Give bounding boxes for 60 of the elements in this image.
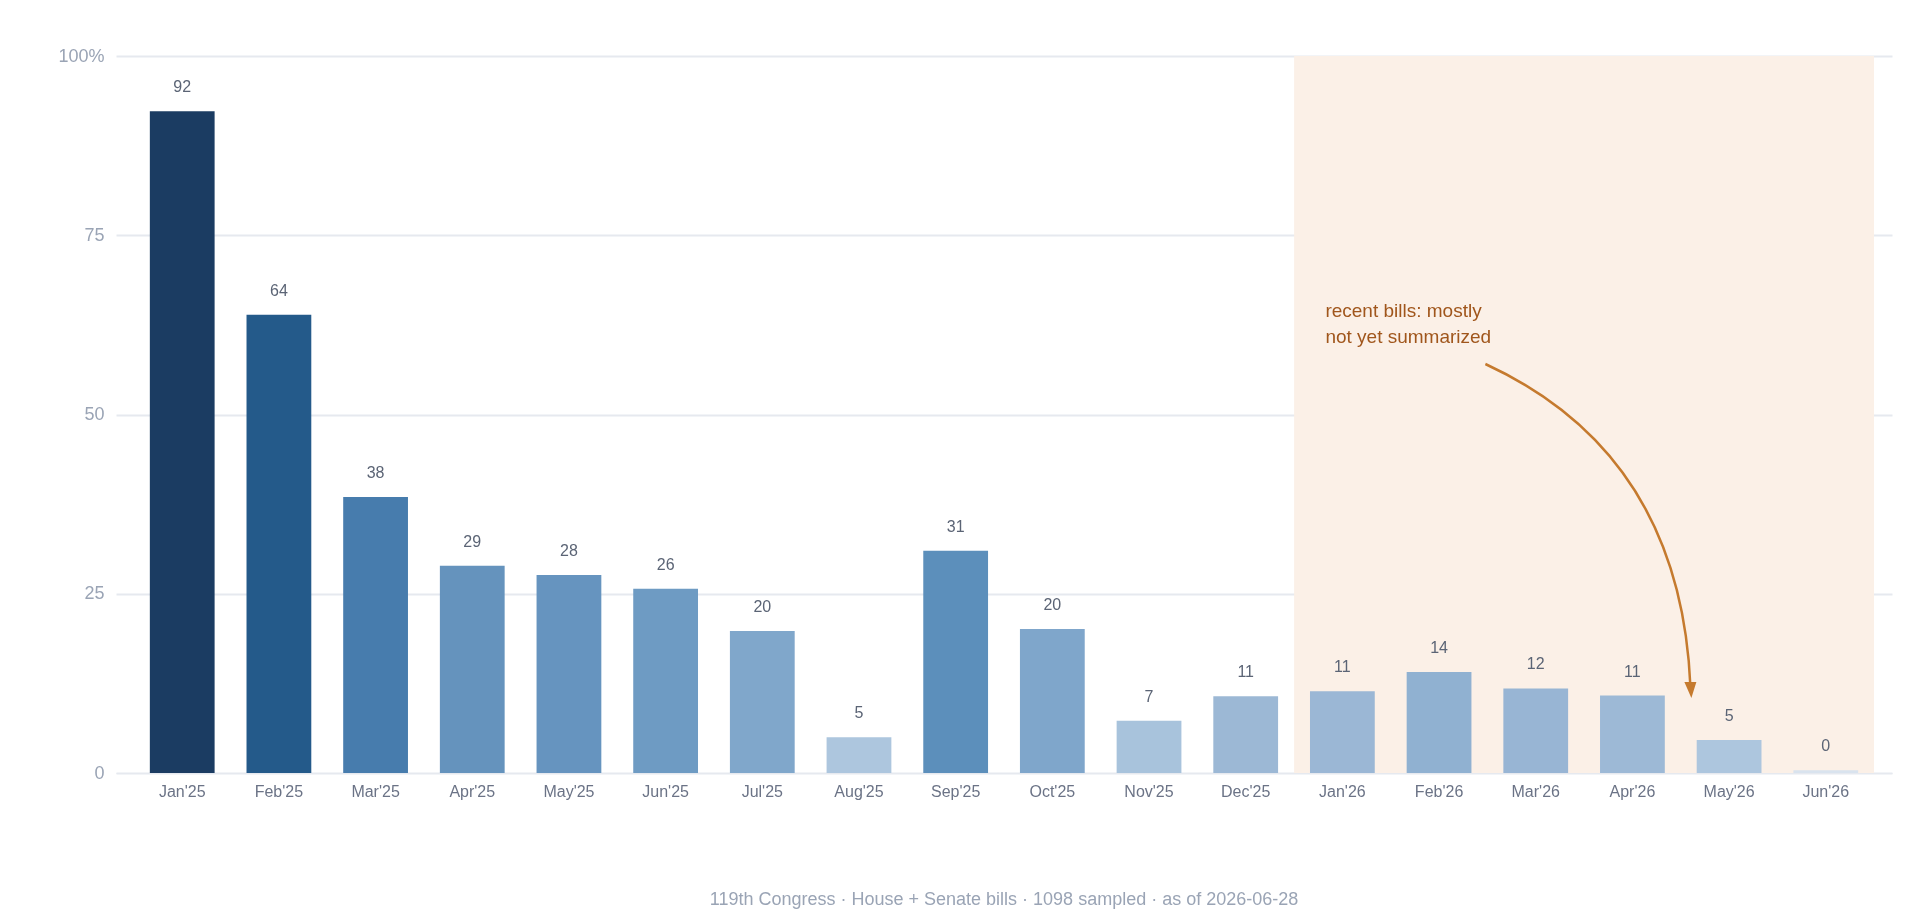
bar	[1309, 691, 1375, 773]
x-tick-label: Jan'25	[158, 782, 206, 800]
data-label: 12	[1526, 655, 1545, 673]
y-tick-label: 75	[84, 224, 105, 245]
bar	[149, 111, 215, 773]
x-tick-label: Jul'25	[741, 782, 784, 800]
y-tick-label: 100%	[58, 45, 105, 66]
bar	[536, 575, 602, 773]
bar	[1406, 671, 1472, 773]
y-tick-label: 0	[94, 762, 105, 783]
y-tick-label: 50	[84, 404, 105, 424]
data-label: 5	[854, 704, 864, 722]
data-label: 11	[1334, 658, 1351, 676]
bar	[246, 314, 312, 773]
text: 119th Congress · House + Senate bills · 1098 sampled · as of 2026-06-28	[709, 889, 1299, 909]
data-label: 20	[753, 598, 772, 616]
x-tick-label: Feb'25	[254, 782, 304, 800]
x-tick-label: Nov'25	[1124, 782, 1174, 800]
data-label: 26	[656, 555, 675, 573]
bar	[826, 737, 892, 773]
data-label: 29	[463, 532, 482, 550]
x-tick-label: Mar'26	[1511, 782, 1561, 800]
data-label: 28	[560, 542, 578, 560]
data-label: 31	[946, 517, 965, 535]
x-tick-label: Aug'25	[834, 782, 884, 800]
x-tick-label: Apr'25	[449, 782, 496, 800]
bar	[343, 496, 408, 773]
x-tick-label: Jun'26	[1802, 782, 1850, 800]
data-label: 0	[1821, 737, 1831, 755]
bar	[633, 588, 699, 773]
data-label: 14	[1430, 638, 1449, 656]
bar	[439, 565, 505, 773]
bar	[1503, 688, 1569, 773]
x-tick-label: Sep'25	[931, 782, 981, 800]
data-label: 64	[270, 281, 288, 299]
data-label: 11	[1237, 663, 1255, 681]
x-tick-label: May'25	[543, 782, 595, 800]
x-tick-label: Apr'26	[1609, 782, 1656, 800]
data-label: 11	[1624, 662, 1641, 680]
x-tick-label: Feb'26	[1414, 782, 1464, 800]
bar	[1213, 696, 1279, 773]
data-label: 7	[1144, 687, 1154, 705]
x-tick-label: Mar'25	[351, 782, 400, 800]
bar	[1116, 720, 1182, 773]
data-label: 5	[1724, 707, 1734, 725]
data-label: 38	[366, 463, 385, 481]
y-tick-label: 25	[84, 583, 105, 604]
bar	[1600, 695, 1665, 773]
bar	[923, 550, 989, 773]
x-tick-label: Jan'26	[1319, 782, 1366, 800]
bar	[1696, 740, 1762, 773]
bar	[1019, 628, 1085, 773]
x-tick-label: Dec'25	[1221, 782, 1271, 800]
x-tick-label: Jun'25	[642, 782, 690, 800]
x-tick-label: Oct'25	[1029, 782, 1076, 800]
data-label: 92	[173, 78, 192, 96]
x-tick-label: May'26	[1703, 782, 1755, 800]
bar	[729, 631, 795, 773]
annotation: recent bills: mostly not yet summarized	[1325, 300, 1492, 347]
data-label: 20	[1043, 595, 1062, 613]
